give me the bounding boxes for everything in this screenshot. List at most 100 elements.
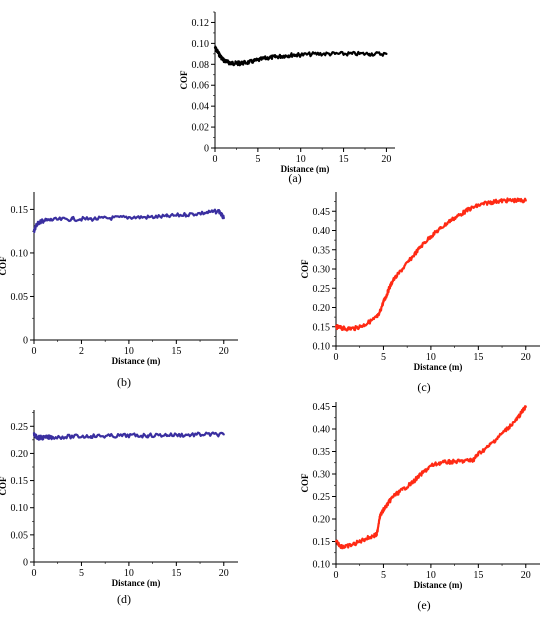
data-point <box>515 199 518 202</box>
y-tick-label: 0.05 <box>11 292 29 303</box>
data-point <box>467 208 470 211</box>
data-point <box>420 244 423 247</box>
data-point <box>89 434 93 438</box>
cof-trace <box>335 197 527 332</box>
x-axis-title: Distance (m) <box>414 580 463 590</box>
y-tick-label: 0.05 <box>11 530 29 541</box>
data-point <box>372 534 376 537</box>
data-point <box>401 267 404 271</box>
data-point <box>486 445 489 449</box>
data-point <box>391 279 395 282</box>
data-point <box>388 287 391 290</box>
data-point <box>32 432 36 435</box>
x-tick-label: 10 <box>296 154 306 165</box>
y-axis-title: COF <box>0 256 8 276</box>
panel-label: (a) <box>288 171 301 185</box>
y-tick-label: 0.25 <box>313 284 331 295</box>
data-point <box>32 230 36 233</box>
data-point <box>219 54 222 58</box>
y-tick-label: 0.35 <box>313 447 331 458</box>
data-point <box>505 427 508 431</box>
y-tick-label: 0.20 <box>313 303 331 314</box>
y-axis-title: COF <box>0 476 8 496</box>
y-axis-title: COF <box>300 473 310 493</box>
data-point <box>231 62 234 65</box>
data-point <box>108 217 112 220</box>
panel-label: (e) <box>417 598 430 612</box>
cof-trace <box>335 405 527 550</box>
x-tick-label: 0 <box>334 570 339 581</box>
x-tick-label: 15 <box>171 568 181 579</box>
x-tick-label: 10 <box>124 346 134 357</box>
y-tick-label: 0.06 <box>192 81 210 92</box>
data-point <box>265 56 268 60</box>
x-axis-title: Distance (m) <box>112 578 161 588</box>
data-point <box>222 59 225 62</box>
data-point <box>339 544 342 548</box>
panel-label: (b) <box>117 375 131 389</box>
data-point <box>34 435 37 438</box>
data-point <box>515 418 518 422</box>
x-tick-label: 5 <box>255 154 260 165</box>
data-point <box>410 256 414 259</box>
panel-label: (d) <box>117 592 131 606</box>
x-axis-title: Distance (m) <box>414 362 463 372</box>
data-point <box>256 59 259 62</box>
y-tick-label: 0.08 <box>192 60 210 71</box>
data-point <box>477 452 480 455</box>
y-tick-label: 0.10 <box>11 503 29 514</box>
data-point <box>378 515 381 518</box>
data-point <box>344 545 347 549</box>
data-point <box>282 54 285 58</box>
y-tick-label: 0.45 <box>313 207 331 218</box>
y-tick-label: 0.10 <box>313 342 331 353</box>
x-tick-label: 15 <box>473 570 483 581</box>
y-axis-title: COF <box>179 70 189 90</box>
data-point <box>448 219 451 222</box>
data-point <box>203 211 206 214</box>
data-point <box>165 215 168 218</box>
data-point <box>239 62 242 65</box>
y-tick-label: 0.30 <box>313 265 331 276</box>
y-tick-label: 0.40 <box>313 425 331 436</box>
x-tick-label: 10 <box>124 568 134 579</box>
x-tick-label: 20 <box>521 570 531 581</box>
x-tick-label: 0 <box>32 568 37 579</box>
y-tick-label: 0.10 <box>11 248 29 259</box>
y-tick-label: 0.04 <box>192 102 210 113</box>
data-point <box>334 540 338 543</box>
data-point <box>216 50 219 53</box>
data-point <box>439 461 442 464</box>
x-tick-label: 5 <box>381 570 386 581</box>
data-point <box>184 433 187 437</box>
x-tick-label: 5 <box>381 352 386 363</box>
data-point <box>382 300 385 303</box>
x-tick-label: 10 <box>426 352 436 363</box>
x-tick-label: 0 <box>213 154 218 165</box>
data-point <box>363 538 366 541</box>
data-point <box>89 217 93 221</box>
data-point <box>316 52 319 55</box>
data-point <box>222 433 225 436</box>
data-point <box>382 508 385 512</box>
data-point <box>339 326 342 330</box>
x-axis-title: Distance (m) <box>112 356 161 366</box>
x-tick-label: 15 <box>171 346 181 357</box>
data-point <box>34 224 37 228</box>
data-point <box>524 405 527 408</box>
data-point <box>375 533 378 536</box>
chart-panel-c: 0 5 10 15 20 0.10 0.15 0.20 0.25 0.30 0.35 0.40 0.45… <box>300 192 540 394</box>
y-tick-label: 0.45 <box>313 402 331 413</box>
data-point <box>524 199 527 202</box>
y-tick-label: 0.15 <box>11 476 29 487</box>
data-point <box>448 460 451 463</box>
data-point <box>127 216 130 219</box>
data-point <box>226 61 229 64</box>
y-tick-label: 0 <box>23 336 28 347</box>
data-point <box>477 204 480 207</box>
data-point <box>222 217 225 220</box>
y-tick-label: 0.30 <box>313 470 331 481</box>
data-point <box>439 227 442 230</box>
data-point <box>363 323 366 326</box>
